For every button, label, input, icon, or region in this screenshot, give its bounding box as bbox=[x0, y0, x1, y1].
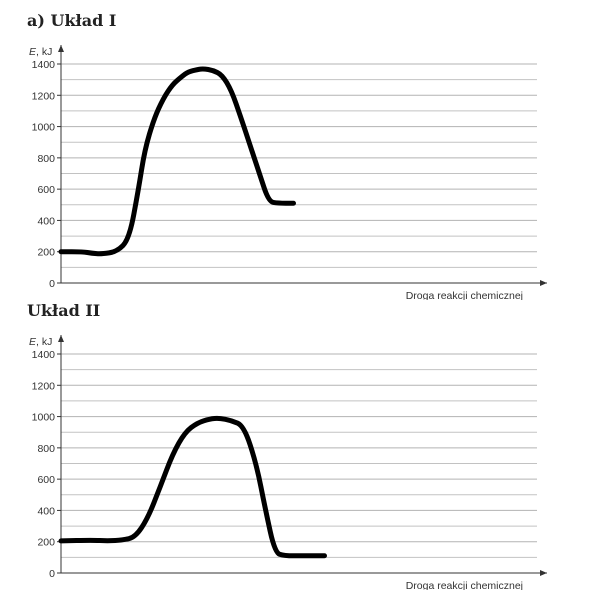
y-axis-arrow bbox=[58, 335, 64, 342]
y-tick-label: 400 bbox=[37, 505, 55, 517]
x-axis-label: Droga reakcji chemicznej bbox=[406, 580, 523, 590]
y-tick-label: 200 bbox=[37, 247, 55, 259]
x-axis-arrow bbox=[540, 570, 547, 576]
y-tick-label: 1400 bbox=[32, 59, 56, 71]
x-axis-label: Droga reakcji chemicznej bbox=[406, 290, 523, 300]
y-tick-label: 200 bbox=[37, 537, 55, 549]
y-axis-label: E, kJ bbox=[29, 336, 52, 348]
y-axis-label-unit: , kJ bbox=[36, 336, 52, 348]
y-tick-label: 400 bbox=[37, 215, 55, 227]
y-tick-label: 0 bbox=[49, 278, 55, 290]
y-axis-label-symbol: E bbox=[29, 46, 37, 58]
y-tick-label: 600 bbox=[37, 184, 55, 196]
y-tick-label: 800 bbox=[37, 443, 55, 455]
chart-1-title: a) Układ I bbox=[27, 11, 117, 30]
energy-curve-line bbox=[58, 415, 327, 559]
y-axis-label-unit: , kJ bbox=[36, 46, 52, 58]
y-tick-label: 1200 bbox=[32, 380, 56, 392]
x-axis-arrow bbox=[540, 280, 547, 286]
y-tick-label: 1000 bbox=[32, 122, 56, 134]
y-tick-label: 1200 bbox=[32, 90, 56, 102]
y-axis-arrow bbox=[58, 45, 64, 52]
energy-curve-line bbox=[58, 66, 296, 257]
y-tick-label: 1000 bbox=[32, 412, 56, 424]
y-tick-label: 800 bbox=[37, 153, 55, 165]
chart-2-title: Układ II bbox=[27, 301, 101, 320]
y-tick-label: 600 bbox=[37, 474, 55, 486]
y-axis-label: E, kJ bbox=[29, 46, 52, 58]
y-tick-label: 1400 bbox=[32, 349, 56, 361]
y-axis-label-symbol: E bbox=[29, 336, 37, 348]
y-tick-label: 0 bbox=[49, 568, 55, 580]
